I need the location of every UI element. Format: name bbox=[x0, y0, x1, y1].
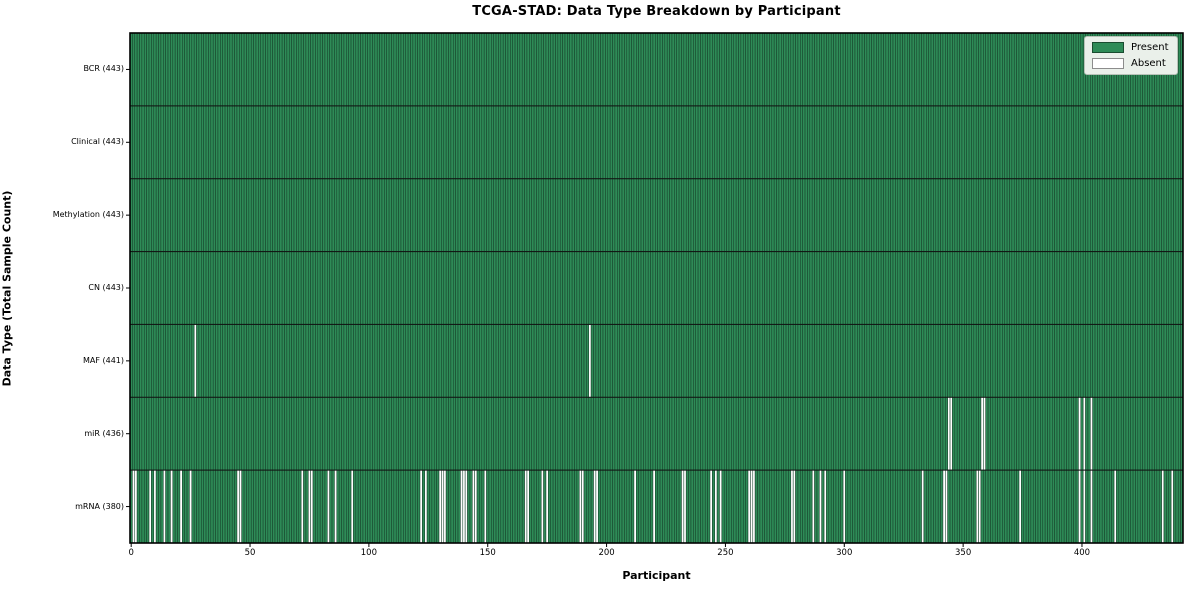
legend-label-absent: Absent bbox=[1131, 58, 1166, 69]
y-tick-label-CN: CN (443) bbox=[88, 283, 124, 292]
y-tick-label-BCR: BCR (443) bbox=[83, 64, 124, 74]
x-tick-label: 0 bbox=[128, 548, 134, 558]
x-tick-label: 200 bbox=[598, 548, 615, 558]
x-tick-label: 150 bbox=[479, 548, 496, 558]
legend-entry-present: Present bbox=[1092, 42, 1170, 53]
x-tick-label: 300 bbox=[836, 548, 853, 558]
x-tick-label: 250 bbox=[717, 548, 734, 558]
x-axis-title: Participant bbox=[622, 569, 691, 582]
legend: Present Absent bbox=[1084, 36, 1178, 75]
absent-swatch bbox=[1092, 58, 1124, 69]
chart-title: TCGA-STAD: Data Type Breakdown by Partic… bbox=[472, 4, 841, 19]
x-tick-label: 350 bbox=[955, 548, 972, 558]
y-tick-label-miR: miR (436) bbox=[84, 428, 124, 438]
x-tick-label: 100 bbox=[360, 548, 377, 558]
y-tick-label-mRNA: mRNA (380) bbox=[75, 501, 124, 511]
present-swatch bbox=[1092, 42, 1124, 53]
x-tick-label: 50 bbox=[244, 548, 256, 558]
y-tick-label-MAF: MAF (441) bbox=[82, 355, 124, 365]
y-tick-label-Clinical: Clinical (443) bbox=[71, 137, 124, 147]
legend-label-present: Present bbox=[1131, 42, 1169, 53]
x-tick-label: 400 bbox=[1073, 548, 1091, 558]
legend-entry-absent: Absent bbox=[1092, 58, 1170, 69]
y-tick-label-Methylation: Methylation (443) bbox=[52, 210, 124, 220]
